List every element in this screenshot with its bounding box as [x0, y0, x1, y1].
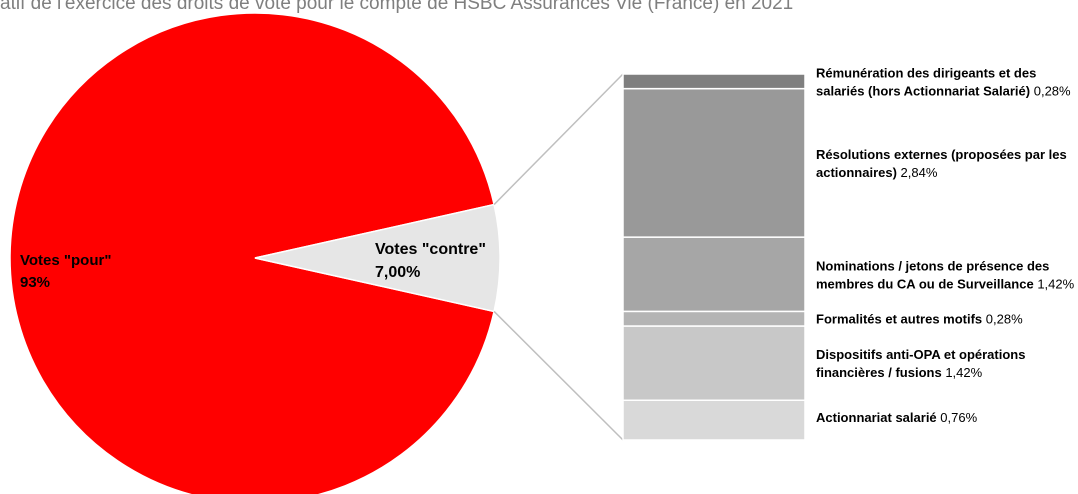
- stacked-bar-chart: [622, 73, 806, 441]
- connector-lines: [493, 73, 624, 441]
- chart-title: atif de l'exercice des droits de vote po…: [0, 0, 794, 14]
- bar-segment: [622, 87, 806, 238]
- bar-segment: [622, 325, 806, 402]
- bar-segment-label: Formalités et autres motifs 0,28%: [816, 312, 1023, 327]
- bar-segment: [622, 73, 806, 90]
- connector-line-top: [493, 73, 624, 206]
- pie-slice-contre: [254, 203, 501, 313]
- pie-value-contre: 7,00%: [375, 264, 420, 281]
- bar-segment: [622, 236, 806, 313]
- pie-slice-pour: [9, 12, 495, 494]
- bar-segment-label: Résolutions externes (proposées par les: [816, 147, 1067, 162]
- bar-segment-label: Actionnariat salarié 0,76%: [816, 410, 978, 425]
- bar-segment-label: Dispositifs anti-OPA et opérations: [816, 347, 1025, 362]
- pie-chart: [9, 12, 501, 494]
- bar-segment-label: actionnaires) 2,84%: [816, 165, 938, 180]
- bar-segment-label: financières / fusions 1,42%: [816, 365, 983, 380]
- bar-segment-label: salariés (hors Actionnariat Salarié) 0,2…: [816, 83, 1071, 98]
- chart-labels: Actionnariat salarié 0,76% Dispositifs an…: [20, 65, 1075, 425]
- bar-segment-label: Nominations / jetons de présence des: [816, 258, 1049, 273]
- bar-segment-label: membres du CA ou de Surveillance 1,42%: [816, 276, 1075, 291]
- bar-segment: [622, 310, 806, 327]
- connector-line-bottom: [493, 310, 624, 441]
- pie-label-pour: Votes "pour": [20, 252, 111, 269]
- pie-value-pour: 93%: [20, 274, 50, 291]
- bar-segment-label: Rémunération des dirigeants et des: [816, 65, 1036, 80]
- bar-segment: [622, 399, 806, 441]
- pie-label-contre: Votes "contre": [375, 241, 486, 258]
